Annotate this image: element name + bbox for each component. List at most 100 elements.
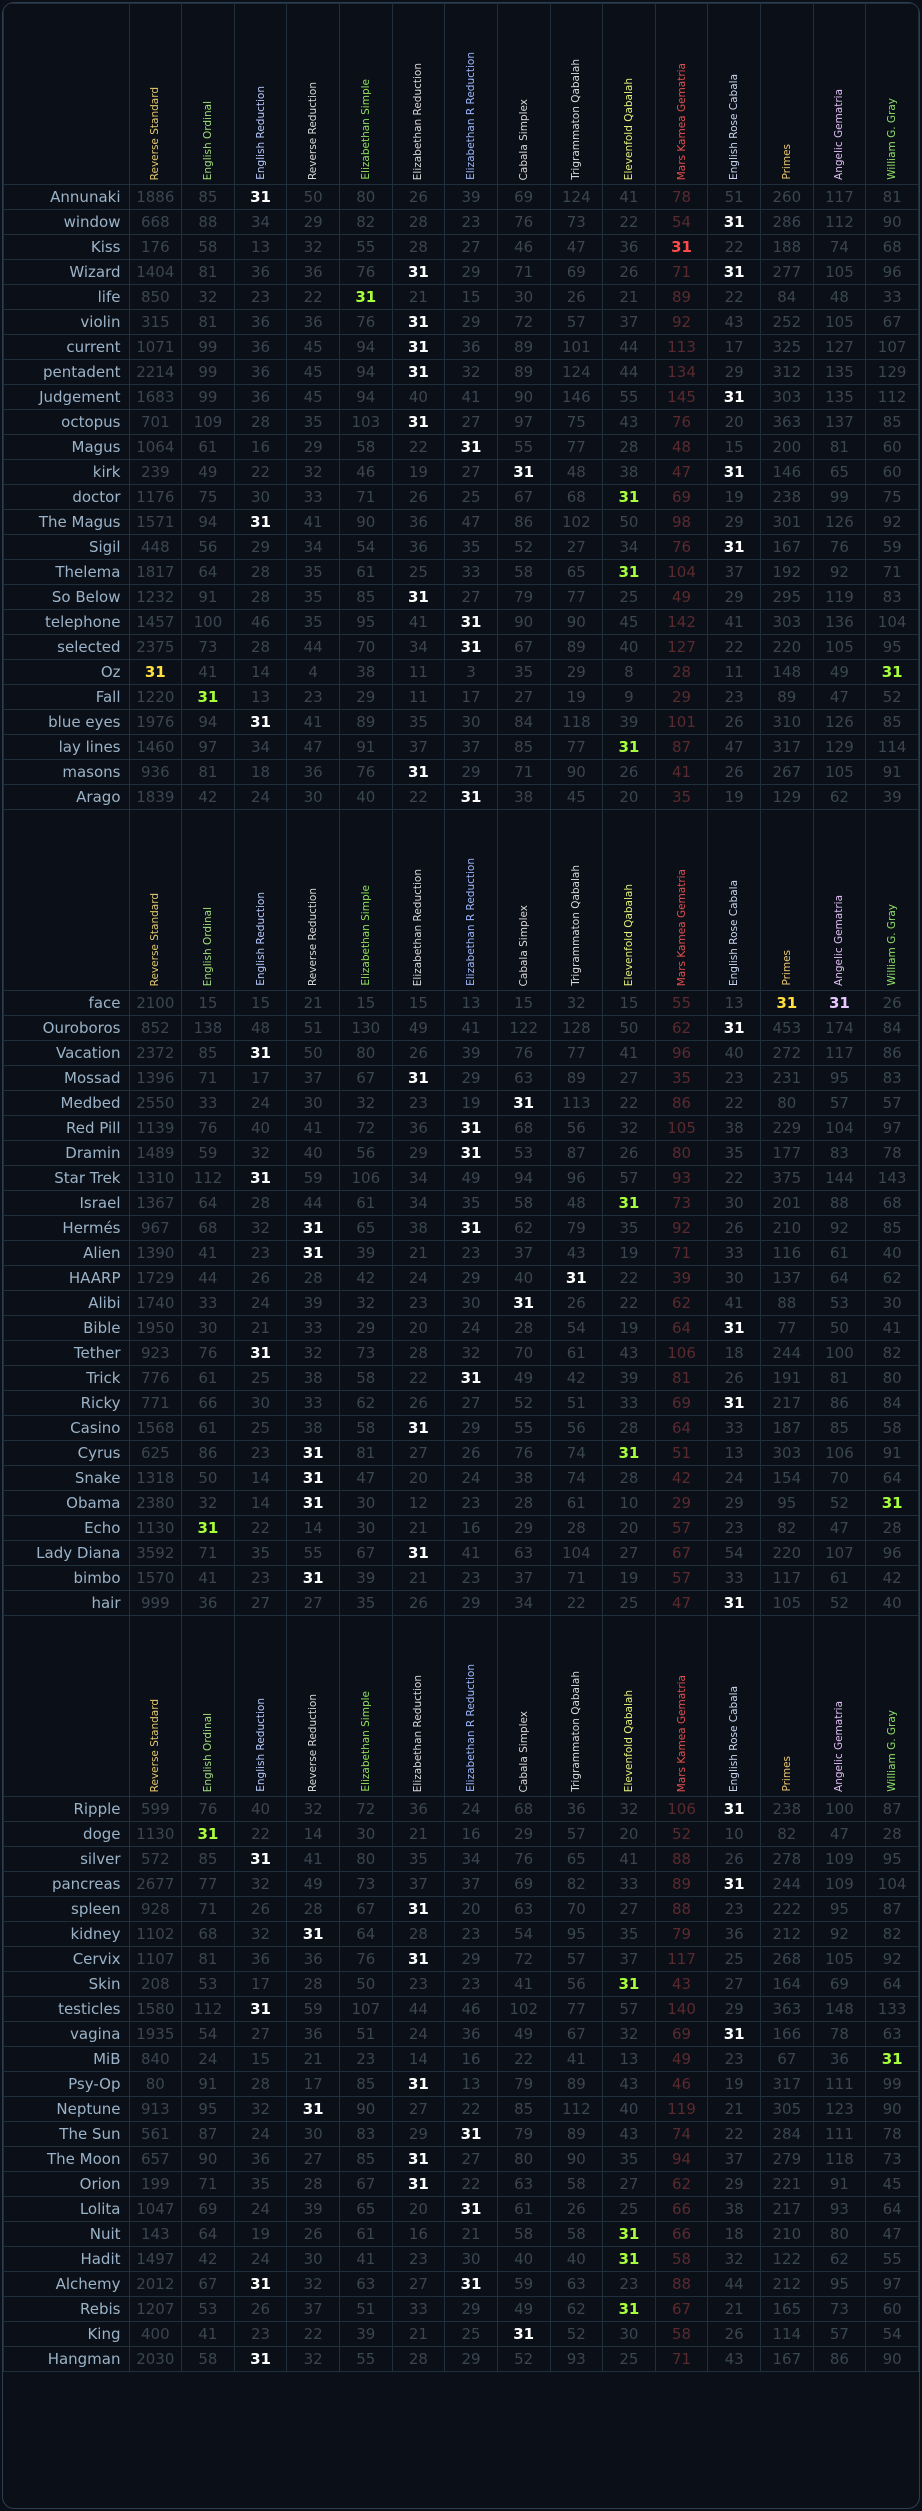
value-cell-english-rose-cabala: 13 — [707, 990, 761, 1016]
value-cell-reverse-standard: 1950 — [128, 1315, 183, 1341]
value-cell-reverse-standard: 852 — [128, 1015, 183, 1041]
value-cell-angelic-gematria: 105 — [812, 1946, 867, 1972]
row-label: telephone — [3, 609, 130, 635]
column-header-row: Reverse Standard English Ordinal English R… — [3, 3, 919, 185]
row-label: violin — [3, 309, 130, 335]
value-cell-angelic-gematria: 69 — [812, 1971, 867, 1997]
value-cell-mars-kamea-gematria: 54 — [654, 209, 709, 235]
row-label: Ricky — [3, 1390, 130, 1416]
table-row: Lolita 1047 69 24 39 65 20 31 61 26 25 66 38 217 93 64 — [3, 2196, 919, 2222]
column-header-label: Mars Kamea Gematria — [675, 868, 688, 986]
value-cell-primes: 244 — [760, 1340, 814, 1366]
value-cell-primes: 77 — [760, 1315, 814, 1341]
value-cell-reverse-standard: 2677 — [128, 1871, 183, 1897]
value-cell-cabala-simplex: 28 — [496, 1490, 551, 1516]
value-cell-mars-kamea-gematria: 142 — [654, 609, 709, 635]
column-header-angelic-gematria: Angelic Gematria — [812, 1615, 867, 1797]
value-cell-elizabethan-simple: 67 — [339, 2171, 393, 2197]
value-cell-english-rose-cabala: 22 — [707, 634, 761, 660]
value-cell-english-reduction: 28 — [233, 409, 288, 435]
row-label: Hangman — [3, 2346, 130, 2372]
value-cell-william-g-gray: 39 — [865, 784, 919, 810]
value-cell-primes: 244 — [760, 1871, 814, 1897]
value-cell-elizabethan-r-reduction: 37 — [444, 1871, 498, 1897]
table-row: Bible 1950 30 21 33 29 20 24 28 54 19 64 31 77 50 41 — [3, 1315, 919, 1341]
table-row: Echo 1130 31 22 14 30 21 16 29 28 20 57 23 82 47 28 — [3, 1515, 919, 1541]
column-header-label: English Ordinal — [201, 1712, 214, 1792]
value-cell-mars-kamea-gematria: 29 — [654, 684, 709, 710]
value-cell-english-ordinal: 50 — [181, 1465, 235, 1491]
value-cell-mars-kamea-gematria: 58 — [654, 2321, 709, 2347]
value-cell-william-g-gray: 67 — [865, 309, 919, 335]
value-cell-elizabethan-simple: 67 — [339, 1540, 393, 1566]
value-cell-elevenfold-qabalah: 27 — [602, 1065, 656, 1091]
value-cell-elizabethan-r-reduction: 32 — [444, 359, 498, 385]
value-cell-elizabethan-simple: 64 — [339, 1921, 393, 1947]
value-cell-william-g-gray: 90 — [865, 209, 919, 235]
value-cell-elizabethan-r-reduction: 29 — [444, 1265, 498, 1291]
value-cell-elizabethan-simple: 65 — [339, 1215, 393, 1241]
value-cell-william-g-gray: 60 — [865, 434, 919, 460]
row-label: Magus — [3, 434, 130, 460]
value-cell-elizabethan-r-reduction: 27 — [444, 584, 498, 610]
value-cell-english-reduction: 16 — [233, 434, 288, 460]
value-cell-william-g-gray: 112 — [865, 384, 919, 410]
value-cell-elizabethan-r-reduction: 30 — [444, 709, 498, 735]
value-cell-english-rose-cabala: 26 — [707, 1846, 761, 1872]
value-cell-reverse-reduction: 31 — [286, 1240, 340, 1266]
value-cell-elizabethan-simple: 61 — [339, 559, 393, 585]
value-cell-elevenfold-qabalah: 27 — [602, 2171, 656, 2197]
value-cell-william-g-gray: 41 — [865, 1315, 919, 1341]
value-cell-elizabethan-reduction: 33 — [391, 2296, 446, 2322]
row-label: Fall — [3, 684, 130, 710]
column-header-elizabethan-r-reduction: Elizabethan R Reduction — [444, 3, 498, 185]
value-cell-reverse-standard: 1207 — [128, 2296, 183, 2322]
value-cell-reverse-standard: 1839 — [128, 784, 183, 810]
value-cell-elizabethan-reduction: 21 — [391, 1821, 446, 1847]
value-cell-elevenfold-qabalah: 31 — [602, 2246, 656, 2272]
value-cell-elizabethan-r-reduction: 26 — [444, 1440, 498, 1466]
value-cell-english-reduction: 30 — [233, 484, 288, 510]
value-cell-elizabethan-r-reduction: 47 — [444, 509, 498, 535]
value-cell-english-rose-cabala: 43 — [707, 2346, 761, 2372]
value-cell-william-g-gray: 42 — [865, 1565, 919, 1591]
row-label: The Magus — [3, 509, 130, 535]
value-cell-english-ordinal: 58 — [181, 234, 235, 260]
table-row: Tether 923 76 31 32 73 28 32 70 61 43 106 18 244 100 82 — [3, 1340, 919, 1366]
value-cell-trigrammaton-qabalah: 65 — [549, 1846, 604, 1872]
value-cell-william-g-gray: 96 — [865, 259, 919, 285]
value-cell-reverse-reduction: 21 — [286, 990, 340, 1016]
table-row: Cyrus 625 86 23 31 81 27 26 76 74 31 51 13 303 106 91 — [3, 1440, 919, 1466]
value-cell-primes: 217 — [760, 2196, 814, 2222]
value-cell-reverse-standard: 199 — [128, 2171, 183, 2197]
column-header-label: English Rose Cabala — [728, 74, 741, 180]
value-cell-elevenfold-qabalah: 35 — [602, 1215, 656, 1241]
value-cell-english-rose-cabala: 24 — [707, 1465, 761, 1491]
value-cell-cabala-simplex: 38 — [496, 784, 551, 810]
value-cell-mars-kamea-gematria: 35 — [654, 784, 709, 810]
value-cell-cabala-simplex: 31 — [496, 1290, 551, 1316]
value-cell-elizabethan-simple: 94 — [339, 334, 393, 360]
value-cell-elizabethan-r-reduction: 24 — [444, 1796, 498, 1822]
value-cell-english-reduction: 28 — [233, 2071, 288, 2097]
value-cell-english-rose-cabala: 21 — [707, 2096, 761, 2122]
value-cell-reverse-reduction: 36 — [286, 309, 340, 335]
value-cell-reverse-reduction: 41 — [286, 1115, 340, 1141]
value-cell-trigrammaton-qabalah: 71 — [549, 1565, 604, 1591]
value-cell-cabala-simplex: 79 — [496, 2071, 551, 2097]
value-cell-elizabethan-r-reduction: 41 — [444, 1015, 498, 1041]
row-label: hair — [3, 1590, 130, 1616]
value-cell-elizabethan-reduction: 21 — [391, 1515, 446, 1541]
value-cell-elizabethan-simple: 85 — [339, 584, 393, 610]
value-cell-william-g-gray: 96 — [865, 1540, 919, 1566]
table-row: hair 999 36 27 27 35 26 29 34 22 25 47 31 105 52 40 — [3, 1590, 919, 1616]
value-cell-primes: 303 — [760, 609, 814, 635]
table-row: Hermés 967 68 32 31 65 38 31 62 79 35 92 26 210 92 85 — [3, 1215, 919, 1241]
value-cell-trigrammaton-qabalah: 43 — [549, 1240, 604, 1266]
value-cell-angelic-gematria: 105 — [812, 259, 867, 285]
value-cell-mars-kamea-gematria: 71 — [654, 259, 709, 285]
value-cell-english-rose-cabala: 54 — [707, 1540, 761, 1566]
value-cell-english-reduction: 26 — [233, 1265, 288, 1291]
column-header-reverse-reduction: Reverse Reduction — [286, 1615, 340, 1797]
value-cell-mars-kamea-gematria: 106 — [654, 1796, 709, 1822]
